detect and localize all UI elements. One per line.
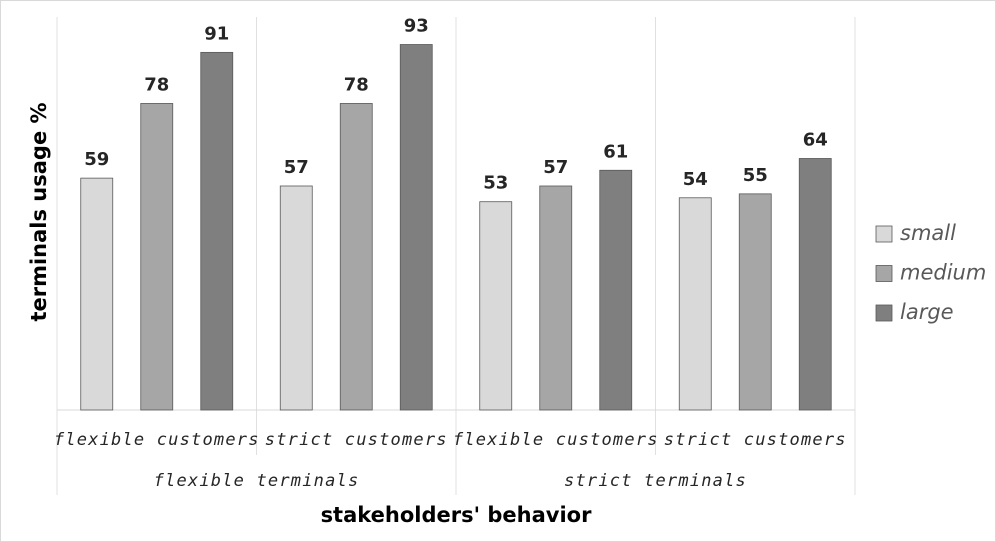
- x-tick-label: flexible customers: [54, 430, 260, 450]
- value-label: 54: [683, 169, 708, 190]
- x-tick-label: flexible customers: [453, 430, 659, 450]
- group-label: flexible terminals: [154, 471, 360, 491]
- x-tick-label: strict customers: [664, 430, 847, 450]
- bar: [279, 185, 313, 411]
- legend-swatch: [875, 304, 893, 322]
- bar: [399, 44, 433, 411]
- value-label: 91: [204, 23, 229, 44]
- bar: [339, 103, 373, 411]
- bar: [200, 51, 234, 411]
- value-label: 55: [743, 165, 768, 186]
- value-label: 57: [543, 157, 568, 178]
- legend-label: medium: [900, 261, 986, 285]
- legend-swatch: [875, 225, 893, 243]
- bar: [599, 169, 633, 411]
- x-tick-label: strict customers: [265, 430, 448, 450]
- bar: [140, 103, 174, 411]
- legend-swatch: [875, 265, 893, 282]
- x-axis-title: stakeholders' behavior: [321, 503, 593, 527]
- bar: [798, 158, 832, 411]
- bar: [479, 201, 513, 411]
- bar: [678, 197, 712, 411]
- value-label: 53: [483, 173, 508, 194]
- value-label: 93: [404, 16, 429, 37]
- group-label: strict terminals: [564, 471, 747, 491]
- value-label: 61: [603, 141, 628, 162]
- bar: [80, 177, 114, 411]
- value-label: 78: [144, 74, 169, 95]
- value-label: 78: [344, 74, 369, 95]
- value-label: 59: [84, 149, 109, 170]
- legend-label: large: [900, 300, 954, 324]
- value-label: 57: [284, 157, 309, 178]
- bar: [738, 193, 772, 411]
- value-label: 64: [803, 129, 828, 150]
- legend-label: small: [900, 221, 956, 245]
- bar: [539, 185, 573, 411]
- y-axis-title: terminals usage %: [27, 102, 51, 321]
